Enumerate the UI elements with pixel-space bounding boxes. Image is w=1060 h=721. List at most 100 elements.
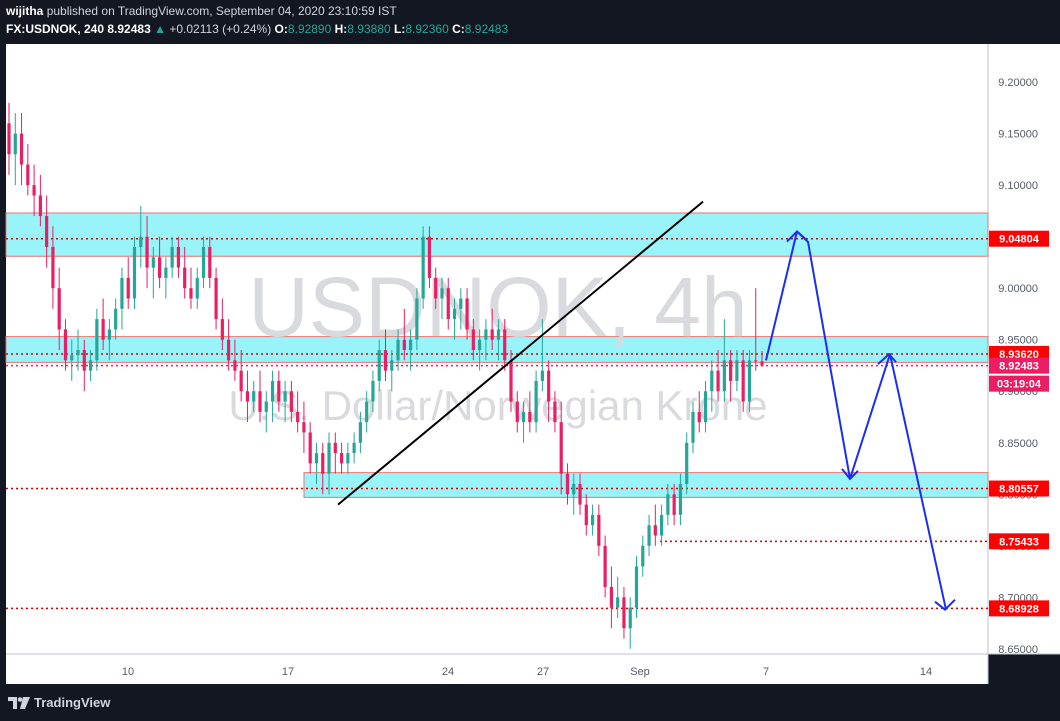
candle-body <box>440 288 444 299</box>
candle <box>189 267 193 309</box>
candle-body <box>158 257 162 278</box>
candle-body <box>685 442 689 484</box>
candle <box>183 246 187 299</box>
candle-body <box>107 329 111 340</box>
candle <box>158 236 162 289</box>
trendline <box>337 200 704 506</box>
candle-body <box>603 545 607 588</box>
candle-body <box>170 246 174 268</box>
candle <box>452 298 457 340</box>
candle <box>578 473 582 515</box>
candle <box>590 504 595 536</box>
candle <box>390 350 394 392</box>
candle-body <box>114 308 118 330</box>
candle-body <box>132 246 137 299</box>
candle <box>383 329 388 381</box>
candle-body <box>296 411 300 423</box>
open-value: 8.92890 <box>287 22 332 36</box>
candle-body <box>164 267 168 278</box>
tradingview-brand: TradingView <box>34 695 111 710</box>
time-tick-label: Sep <box>630 666 650 678</box>
time-tick-label: 7 <box>763 666 769 678</box>
candle-body <box>352 442 356 454</box>
low-label: L: <box>394 22 406 36</box>
candle <box>647 514 651 557</box>
candle-body <box>597 514 601 546</box>
candle-body <box>703 391 708 423</box>
price-chart[interactable]: USDNOK, 4h U.S. Dollar/Norwegian Krone 9… <box>0 42 1060 686</box>
candle <box>396 329 400 371</box>
candle-body <box>434 277 438 299</box>
candle-body <box>264 401 268 412</box>
candle-body <box>333 442 337 454</box>
close-label: C: <box>452 22 465 36</box>
candle-body <box>547 370 551 402</box>
candle <box>597 504 601 557</box>
candle <box>735 350 739 392</box>
arrow-head <box>877 352 897 365</box>
high-value: 8.93880 <box>347 22 391 36</box>
price-change: +0.02113 (+0.24%) <box>169 22 272 36</box>
candle-body <box>490 329 494 340</box>
candle <box>82 339 86 392</box>
candle-body <box>540 370 544 381</box>
candle <box>678 473 683 526</box>
candle <box>628 597 632 649</box>
candle <box>38 174 42 227</box>
time-axis[interactable] <box>6 654 988 684</box>
candle <box>19 113 24 186</box>
price-labels: 9.048048.936208.9248303:19:048.805578.75… <box>989 230 1049 617</box>
candle-body <box>7 123 11 155</box>
candle-body <box>189 288 193 299</box>
candle-body <box>741 360 745 402</box>
candle-body <box>233 360 237 371</box>
candle <box>239 350 243 402</box>
candle <box>710 360 714 412</box>
candle-body <box>634 566 639 608</box>
candle <box>402 308 406 361</box>
footer: TradingView <box>0 686 1060 721</box>
candle-body <box>195 277 199 299</box>
candle-body <box>735 360 739 381</box>
candle-body <box>63 329 68 361</box>
arrow-head <box>786 230 807 243</box>
candle-body <box>590 514 595 526</box>
price-label: 8.68928 <box>989 600 1049 617</box>
candle <box>252 380 256 412</box>
candle <box>440 277 444 320</box>
candle <box>584 494 588 536</box>
candle-body <box>82 350 86 371</box>
price-label-bg <box>989 533 1049 550</box>
symbol-name: FX:USDNOK, 240 <box>6 22 105 36</box>
candle-body <box>252 391 256 402</box>
candle <box>208 236 212 289</box>
candle <box>622 587 626 639</box>
price-label-bg <box>989 600 1049 617</box>
projection-path <box>765 230 947 610</box>
candle <box>534 370 538 433</box>
candle <box>277 370 281 412</box>
candle <box>478 329 482 371</box>
candle-body <box>584 504 588 526</box>
time-tick-label: 14 <box>920 666 932 678</box>
candle <box>63 319 68 371</box>
candle-body <box>201 246 206 278</box>
candle <box>521 401 526 443</box>
candle <box>760 351 764 367</box>
candle-body <box>358 422 362 443</box>
price-tick-label: 9.20000 <box>998 77 1038 89</box>
support-resistance-zones <box>5 212 989 498</box>
candle-body <box>559 422 563 474</box>
candle <box>114 298 118 340</box>
candle-body <box>151 257 155 268</box>
candle <box>51 226 55 309</box>
candle-body <box>747 360 752 402</box>
candle <box>352 432 356 464</box>
candle-body <box>95 319 99 361</box>
zone-1 <box>5 336 989 363</box>
tradingview-logo-icon <box>8 697 30 709</box>
candle-body <box>339 453 344 464</box>
candle <box>691 401 695 454</box>
candle <box>270 370 275 423</box>
candle-body <box>528 411 532 423</box>
